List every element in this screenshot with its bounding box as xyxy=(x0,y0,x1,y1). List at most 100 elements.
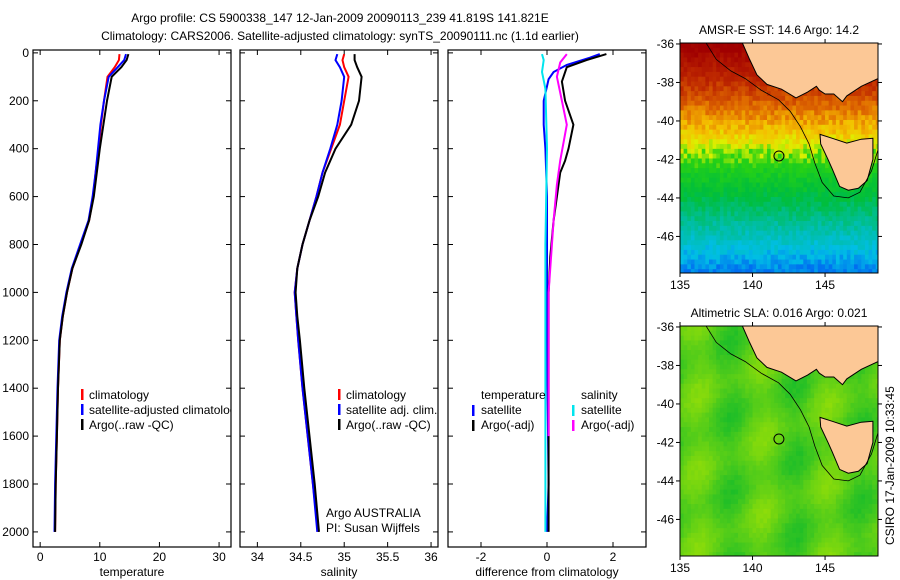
map-cell xyxy=(781,552,786,556)
map-cell xyxy=(777,518,783,524)
map-cell xyxy=(680,124,685,131)
map-cell xyxy=(680,422,685,428)
map-cell xyxy=(694,479,699,486)
map-cell xyxy=(741,172,746,179)
map-cell xyxy=(770,119,775,126)
map-cell xyxy=(730,95,735,102)
map-cell xyxy=(828,240,833,246)
map-cell xyxy=(825,441,830,447)
map-cell xyxy=(785,383,790,390)
map-cell xyxy=(774,412,779,419)
map-cell xyxy=(763,388,768,394)
map-cell xyxy=(716,110,721,116)
map-cell xyxy=(774,504,779,510)
map-cell xyxy=(730,254,735,261)
map-cell xyxy=(752,542,757,548)
map-cell xyxy=(774,196,779,203)
map-cell xyxy=(814,264,819,270)
map-cell xyxy=(803,216,808,222)
map-cell xyxy=(799,235,804,241)
map-cell xyxy=(832,206,837,213)
map-cell xyxy=(701,264,706,270)
map-cell xyxy=(701,407,706,414)
map-cell xyxy=(705,115,710,121)
map-cell xyxy=(767,441,772,447)
map-cell xyxy=(745,484,750,491)
map-cell xyxy=(763,532,768,539)
series-line-temperature-argo-adj- xyxy=(547,53,607,532)
map-cell xyxy=(709,100,714,107)
map-cell xyxy=(850,206,855,213)
map-cell xyxy=(694,269,699,273)
map-cell xyxy=(680,119,685,126)
map-cell xyxy=(796,532,801,539)
map-cell xyxy=(727,393,732,399)
map-cell xyxy=(796,412,801,419)
map-cell xyxy=(756,508,761,515)
legend-swatch xyxy=(572,405,575,416)
map-cell xyxy=(687,172,692,179)
map-cell xyxy=(777,446,783,452)
map-cell xyxy=(868,86,873,92)
map-cell xyxy=(759,470,765,476)
map-cell xyxy=(828,518,833,524)
map-cell xyxy=(748,225,754,232)
map-cell xyxy=(712,100,717,107)
map-cell xyxy=(875,115,878,121)
map-cell xyxy=(843,245,848,251)
map-cell xyxy=(763,547,768,553)
map-cell xyxy=(723,528,728,534)
map-cell xyxy=(701,523,706,529)
map-cell xyxy=(687,441,692,447)
map-cell xyxy=(806,148,812,155)
map-cell xyxy=(839,134,844,140)
map-cell xyxy=(792,499,797,505)
map-cell xyxy=(770,547,775,553)
map-cell xyxy=(861,110,866,116)
map-cell xyxy=(727,552,732,556)
map-cell xyxy=(683,148,688,155)
map-cell xyxy=(701,230,706,237)
map-cell xyxy=(821,168,826,174)
map-cell xyxy=(694,57,699,63)
map-cell xyxy=(687,460,692,467)
map-cell xyxy=(785,494,790,500)
map-cell xyxy=(788,398,794,404)
map-cell xyxy=(803,153,808,160)
map-cell xyxy=(741,158,746,164)
map-cell xyxy=(872,187,877,193)
map-cell xyxy=(716,388,721,394)
map-cell xyxy=(796,245,801,251)
map-cell xyxy=(683,177,688,184)
map-cell xyxy=(723,216,728,222)
map-cell xyxy=(705,479,710,486)
map-cell xyxy=(872,206,877,213)
map-cell xyxy=(803,451,808,457)
map-cell xyxy=(734,431,739,438)
map-cell xyxy=(817,451,823,457)
legend-entry: satellite adj. clim. xyxy=(346,403,437,417)
map-cell xyxy=(770,100,775,107)
map-cell xyxy=(738,124,743,131)
map-cell xyxy=(705,475,710,481)
map-cell xyxy=(705,504,710,510)
map-cell xyxy=(817,139,823,145)
map-cell xyxy=(687,119,692,126)
map-cell xyxy=(756,412,761,419)
map-cell xyxy=(763,451,768,457)
map-cell xyxy=(756,168,761,174)
map-cell xyxy=(835,119,841,126)
map-cell xyxy=(806,547,812,553)
map-cell xyxy=(875,158,878,164)
map-cell xyxy=(825,532,830,539)
map-cell xyxy=(770,91,775,97)
map-cell xyxy=(745,216,750,222)
map-cell xyxy=(705,513,710,520)
map-cell xyxy=(846,259,852,265)
map-cell xyxy=(821,110,826,116)
map-cell xyxy=(770,465,775,471)
map-cell xyxy=(680,523,685,529)
map-cell xyxy=(727,518,732,524)
map-cell xyxy=(756,532,761,539)
map-cell xyxy=(687,57,692,63)
